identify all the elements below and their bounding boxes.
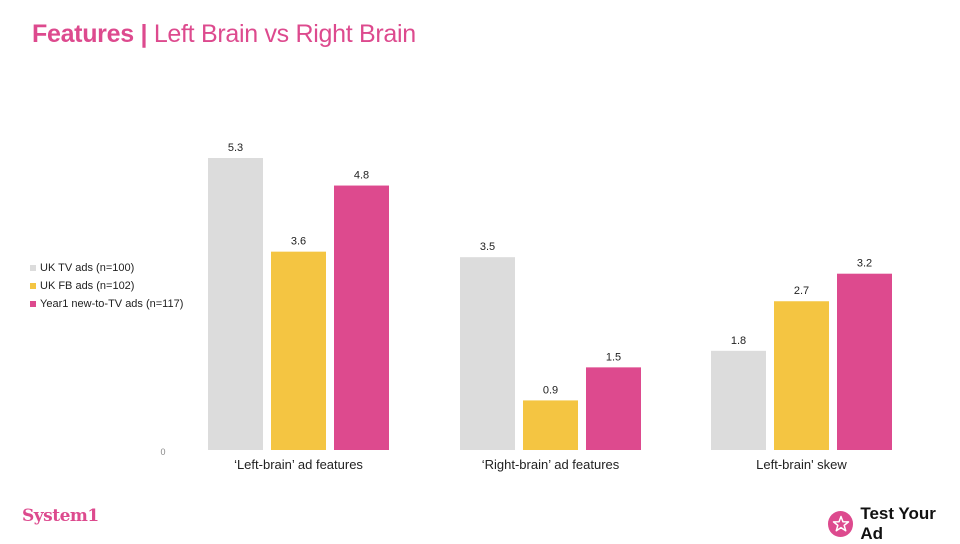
- legend-item-uk-fb: UK FB ads (n=102): [30, 277, 183, 295]
- data-label: 3.6: [291, 236, 306, 248]
- title-separator: |: [140, 20, 148, 48]
- legend-swatch: [30, 283, 36, 289]
- x-category-label: ‘Left-brain’ ad features: [234, 457, 363, 472]
- bar: [774, 301, 829, 450]
- legend-swatch: [30, 265, 36, 271]
- data-label: 5.3: [228, 142, 243, 154]
- legend-swatch: [30, 301, 36, 307]
- bar: [711, 350, 766, 450]
- test-your-ad-logo: Test Your Ad: [828, 504, 960, 544]
- legend-label: UK FB ads (n=102): [40, 280, 135, 292]
- data-label: 2.7: [794, 285, 809, 297]
- bar: [460, 257, 515, 450]
- legend-item-year1: Year1 new-to-TV ads (n=117): [30, 295, 183, 313]
- bar: [271, 251, 326, 450]
- legend-label: Year1 new-to-TV ads (n=117): [40, 298, 184, 310]
- data-label: 0.9: [543, 384, 558, 396]
- data-label: 1.8: [731, 335, 746, 347]
- page-title: Features | Left Brain vs Right Brain: [32, 20, 416, 49]
- bar: [208, 158, 263, 450]
- x-category-label: Left-brain' skew: [756, 457, 847, 472]
- test-your-ad-text: Test Your Ad: [860, 504, 936, 543]
- data-label: 4.8: [354, 170, 369, 182]
- data-label: 1.5: [606, 351, 621, 363]
- bar: [523, 400, 578, 450]
- bar: [334, 185, 389, 450]
- star-icon: [828, 511, 854, 537]
- y-tick-label: 0: [160, 447, 165, 457]
- legend-label: UK TV ads (n=100): [40, 262, 135, 274]
- title-rest: Left Brain vs Right Brain: [153, 20, 416, 48]
- chart-legend: UK TV ads (n=100) UK FB ads (n=102) Year…: [30, 259, 183, 313]
- title-bold: Features: [32, 20, 134, 48]
- data-label: 3.2: [857, 258, 872, 270]
- bar: [837, 273, 892, 450]
- data-label: 3.5: [480, 241, 495, 253]
- system1-logo: System1: [22, 506, 99, 526]
- legend-item-uk-tv: UK TV ads (n=100): [30, 259, 183, 277]
- x-category-label: ‘Right-brain’ ad features: [482, 457, 620, 472]
- bar: [586, 367, 641, 450]
